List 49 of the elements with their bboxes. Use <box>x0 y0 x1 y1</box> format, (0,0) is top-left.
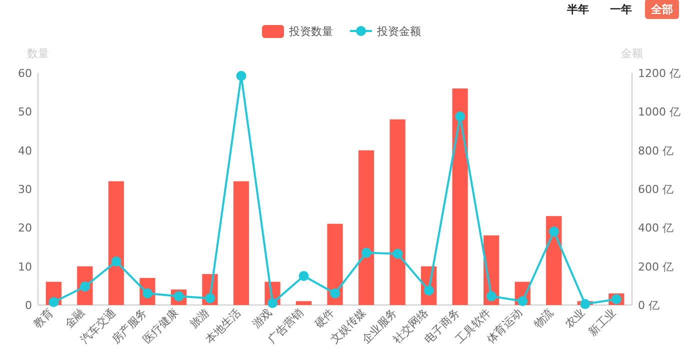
point <box>236 70 246 81</box>
point <box>486 291 496 302</box>
x-tick-label: 教育 <box>31 306 56 331</box>
point <box>518 296 528 306</box>
point <box>204 293 215 304</box>
point <box>111 256 122 266</box>
point <box>330 288 340 298</box>
y-tick-label: 30 <box>18 183 32 196</box>
y2-tick-label: 800 亿 <box>638 144 674 158</box>
text: 一年 <box>610 3 632 16</box>
y2-tick-label: 200 亿 <box>638 260 674 274</box>
y-tick-label: 50 <box>18 106 32 119</box>
x-tick-label: 新工业 <box>586 306 618 338</box>
bar <box>390 119 406 305</box>
point <box>548 226 559 237</box>
bar <box>452 88 468 305</box>
bar <box>546 216 562 305</box>
x-tick-label: 游戏 <box>250 306 275 331</box>
y2-tick-label: 1000 亿 <box>638 106 680 119</box>
bar <box>327 224 343 305</box>
x-tick-label: 旅游 <box>187 306 212 331</box>
y2-tick-label: 600 亿 <box>638 183 674 196</box>
text: 半年 <box>566 3 589 16</box>
point <box>48 297 59 308</box>
y-tick-label: 20 <box>18 222 32 235</box>
x-tick-label: 农业 <box>562 306 588 331</box>
x-tick-label: 硬件 <box>312 306 338 331</box>
y2-tick-label: 0 亿 <box>638 299 660 312</box>
point <box>361 248 372 258</box>
y-tick-label: 10 <box>18 260 32 274</box>
point <box>580 299 590 310</box>
y-tick-label: 0 <box>25 299 32 312</box>
bar <box>233 181 250 305</box>
legend-label: 投资数量 <box>288 25 333 38</box>
bar <box>296 301 312 305</box>
point <box>455 112 466 122</box>
point <box>298 271 309 281</box>
y-tick-label: 40 <box>18 144 32 158</box>
x-tick-label: 物流 <box>531 306 556 331</box>
x-tick-label: 金融 <box>62 306 88 331</box>
text: 全部 <box>650 3 673 16</box>
y-tick-label: 60 <box>18 67 32 80</box>
legend-label: 投资金额 <box>376 25 421 38</box>
point <box>392 248 403 259</box>
y2-tick-label: 1200 亿 <box>638 67 680 80</box>
bar <box>108 181 124 305</box>
bar <box>358 150 374 305</box>
y2-tick-label: 400 亿 <box>638 222 674 235</box>
point <box>267 298 278 308</box>
